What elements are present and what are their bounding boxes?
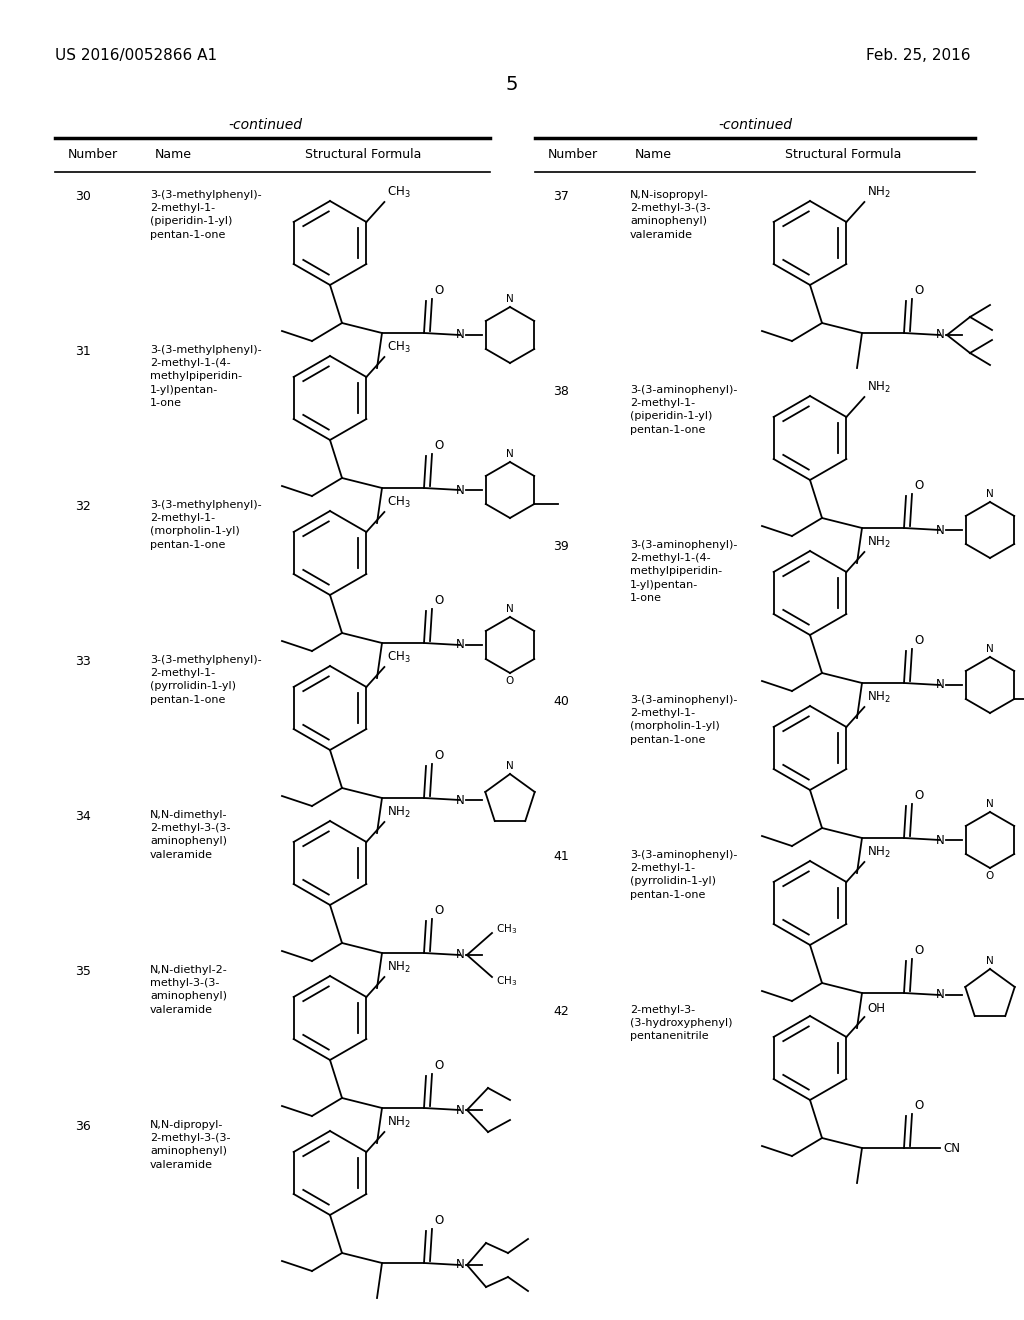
Text: N,N-dimethyl-
2-methyl-3-(3-
aminophenyl)
valeramide: N,N-dimethyl- 2-methyl-3-(3- aminophenyl… <box>150 810 230 859</box>
Text: NH$_2$: NH$_2$ <box>867 845 891 861</box>
Text: Structural Formula: Structural Formula <box>785 148 901 161</box>
Text: N: N <box>456 1104 464 1117</box>
Text: O: O <box>434 1214 443 1228</box>
Text: 3-(3-methylphenyl)-
2-methyl-1-
(morpholin-1-yl)
pentan-1-one: 3-(3-methylphenyl)- 2-methyl-1- (morphol… <box>150 500 261 549</box>
Text: 34: 34 <box>75 810 91 822</box>
Text: CH$_3$: CH$_3$ <box>387 185 411 201</box>
Text: N: N <box>506 605 514 614</box>
Text: NH$_2$: NH$_2$ <box>387 805 412 820</box>
Text: 30: 30 <box>75 190 91 203</box>
Text: US 2016/0052866 A1: US 2016/0052866 A1 <box>55 48 217 63</box>
Text: -continued: -continued <box>228 117 302 132</box>
Text: -continued: -continued <box>718 117 792 132</box>
Text: 3-(3-methylphenyl)-
2-methyl-1-
(piperidin-1-yl)
pentan-1-one: 3-(3-methylphenyl)- 2-methyl-1- (piperid… <box>150 190 261 240</box>
Text: Name: Name <box>155 148 193 161</box>
Text: N: N <box>506 294 514 304</box>
Text: O: O <box>914 944 924 957</box>
Text: O: O <box>914 1100 924 1111</box>
Text: N: N <box>456 793 464 807</box>
Text: Name: Name <box>635 148 672 161</box>
Text: 37: 37 <box>553 190 569 203</box>
Text: N,N-dipropyl-
2-methyl-3-(3-
aminophenyl)
valeramide: N,N-dipropyl- 2-methyl-3-(3- aminophenyl… <box>150 1119 230 1170</box>
Text: N: N <box>506 762 514 771</box>
Text: CH$_3$: CH$_3$ <box>387 339 411 355</box>
Text: 42: 42 <box>553 1005 568 1018</box>
Text: O: O <box>434 440 443 451</box>
Text: 32: 32 <box>75 500 91 513</box>
Text: CH$_3$: CH$_3$ <box>387 495 411 510</box>
Text: 41: 41 <box>553 850 568 863</box>
Text: NH$_2$: NH$_2$ <box>387 1115 412 1130</box>
Text: N: N <box>936 678 944 692</box>
Text: 3-(3-aminophenyl)-
2-methyl-1-
(piperidin-1-yl)
pentan-1-one: 3-(3-aminophenyl)- 2-methyl-1- (piperidi… <box>630 385 737 434</box>
Text: O: O <box>434 284 443 297</box>
Text: N: N <box>986 644 994 653</box>
Text: O: O <box>986 871 994 880</box>
Text: CN: CN <box>943 1142 961 1155</box>
Text: NH$_2$: NH$_2$ <box>387 960 412 975</box>
Text: O: O <box>434 748 443 762</box>
Text: 3-(3-methylphenyl)-
2-methyl-1-
(pyrrolidin-1-yl)
pentan-1-one: 3-(3-methylphenyl)- 2-methyl-1- (pyrroli… <box>150 655 261 705</box>
Text: N,N-isopropyl-
2-methyl-3-(3-
aminophenyl)
valeramide: N,N-isopropyl- 2-methyl-3-(3- aminopheny… <box>630 190 711 240</box>
Text: 31: 31 <box>75 345 91 358</box>
Text: O: O <box>434 1059 443 1072</box>
Text: NH$_2$: NH$_2$ <box>867 690 891 705</box>
Text: O: O <box>914 789 924 803</box>
Text: N: N <box>936 989 944 1002</box>
Text: N: N <box>456 1258 464 1271</box>
Text: N: N <box>506 449 514 459</box>
Text: 3-(3-aminophenyl)-
2-methyl-1-
(pyrrolidin-1-yl)
pentan-1-one: 3-(3-aminophenyl)- 2-methyl-1- (pyrrolid… <box>630 850 737 900</box>
Text: N: N <box>986 488 994 499</box>
Text: OH: OH <box>867 1002 886 1015</box>
Text: 39: 39 <box>553 540 568 553</box>
Text: CH$_3$: CH$_3$ <box>387 649 411 665</box>
Text: O: O <box>434 904 443 917</box>
Text: 35: 35 <box>75 965 91 978</box>
Text: 5: 5 <box>506 75 518 94</box>
Text: N: N <box>456 639 464 652</box>
Text: NH$_2$: NH$_2$ <box>867 380 891 395</box>
Text: N: N <box>986 956 994 966</box>
Text: N,N-diethyl-2-
methyl-3-(3-
aminophenyl)
valeramide: N,N-diethyl-2- methyl-3-(3- aminophenyl)… <box>150 965 227 1015</box>
Text: N: N <box>986 799 994 809</box>
Text: O: O <box>506 676 514 686</box>
Text: 3-(3-aminophenyl)-
2-methyl-1-(4-
methylpiperidin-
1-yl)pentan-
1-one: 3-(3-aminophenyl)- 2-methyl-1-(4- methyl… <box>630 540 737 603</box>
Text: NH$_2$: NH$_2$ <box>867 185 891 201</box>
Text: CH$_3$: CH$_3$ <box>496 974 517 987</box>
Text: N: N <box>456 329 464 342</box>
Text: 33: 33 <box>75 655 91 668</box>
Text: CH$_3$: CH$_3$ <box>496 923 517 936</box>
Text: 3-(3-aminophenyl)-
2-methyl-1-
(morpholin-1-yl)
pentan-1-one: 3-(3-aminophenyl)- 2-methyl-1- (morpholi… <box>630 696 737 744</box>
Text: Structural Formula: Structural Formula <box>305 148 421 161</box>
Text: Number: Number <box>68 148 118 161</box>
Text: O: O <box>434 594 443 607</box>
Text: N: N <box>936 833 944 846</box>
Text: 40: 40 <box>553 696 569 708</box>
Text: N: N <box>456 483 464 496</box>
Text: NH$_2$: NH$_2$ <box>867 535 891 550</box>
Text: Feb. 25, 2016: Feb. 25, 2016 <box>865 48 970 63</box>
Text: N: N <box>456 949 464 961</box>
Text: N: N <box>936 524 944 536</box>
Text: 3-(3-methylphenyl)-
2-methyl-1-(4-
methylpiperidin-
1-yl)pentan-
1-one: 3-(3-methylphenyl)- 2-methyl-1-(4- methy… <box>150 345 261 408</box>
Text: O: O <box>914 479 924 492</box>
Text: 36: 36 <box>75 1119 91 1133</box>
Text: N: N <box>936 329 944 342</box>
Text: O: O <box>914 634 924 647</box>
Text: Number: Number <box>548 148 598 161</box>
Text: 38: 38 <box>553 385 569 399</box>
Text: 2-methyl-3-
(3-hydroxyphenyl)
pentanenitrile: 2-methyl-3- (3-hydroxyphenyl) pentanenit… <box>630 1005 732 1041</box>
Text: O: O <box>914 284 924 297</box>
